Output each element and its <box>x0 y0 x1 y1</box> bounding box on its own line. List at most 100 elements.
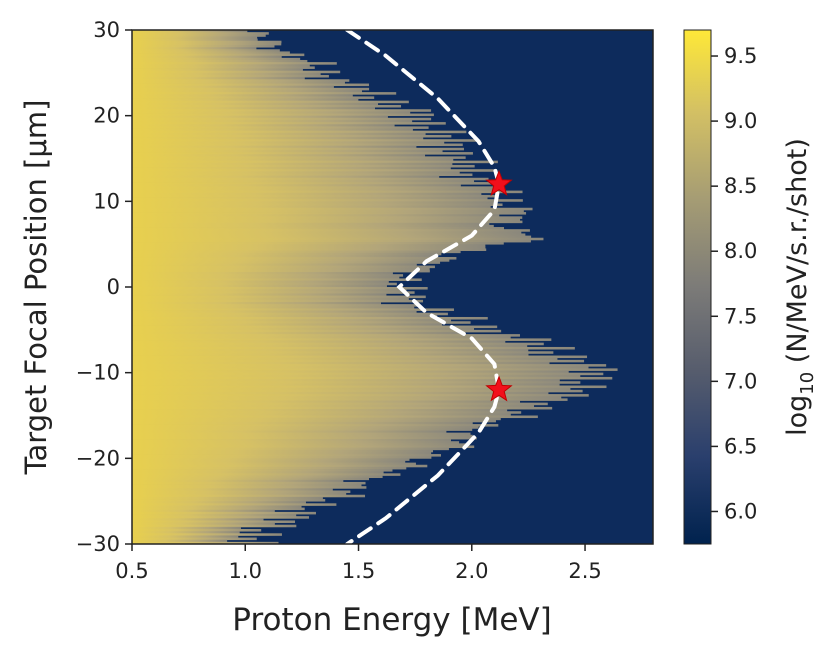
heatmap-band <box>132 220 523 224</box>
colorbar-tick-label: 9.5 <box>724 44 757 68</box>
heatmap-band <box>132 231 522 234</box>
heatmap-band <box>132 239 531 243</box>
heatmap-band <box>132 224 494 228</box>
heatmap-band <box>132 287 428 290</box>
heatmap-band <box>132 366 589 369</box>
heatmap-band <box>132 212 527 215</box>
heatmap-band <box>132 406 553 410</box>
heatmap-band <box>132 184 461 187</box>
heatmap-band <box>132 421 473 425</box>
heatmap-band <box>132 424 499 427</box>
heatmap-band <box>132 413 511 416</box>
heatmap-band <box>132 385 607 389</box>
heatmap-band <box>132 409 508 412</box>
heatmap-band <box>132 541 279 544</box>
heatmap-band <box>132 374 581 378</box>
heatmap-band <box>132 188 495 192</box>
heatmap-band <box>132 353 529 356</box>
heatmap-band <box>132 301 382 305</box>
curve-layer <box>345 30 502 544</box>
heatmap-band <box>132 295 426 299</box>
x-tick-label: 1.0 <box>229 559 262 583</box>
heatmap-band <box>132 499 326 502</box>
heatmap-band <box>132 55 282 59</box>
heatmap-band <box>132 417 501 421</box>
heatmap-band <box>132 263 417 266</box>
heatmap-band <box>132 473 401 476</box>
heatmap-band <box>132 233 526 236</box>
heatmap-band <box>132 190 523 194</box>
colorbar-tick-label: 7.0 <box>724 369 757 393</box>
x-tick-label: 2.0 <box>455 559 488 583</box>
heatmap-band <box>132 469 393 472</box>
heatmap-band <box>132 496 323 500</box>
colorbar-ticks: 6.0 6.5 7.0 7.5 8.0 8.5 9.0 9.5 <box>711 44 757 523</box>
heatmap-band <box>132 199 523 202</box>
heatmap-band <box>132 156 466 159</box>
heatmap-band <box>132 346 575 350</box>
heatmap-band <box>132 464 428 468</box>
heatmap-band <box>132 411 522 414</box>
heatmap-band <box>132 434 473 438</box>
heatmap-band <box>132 449 434 453</box>
heatmap-band <box>132 391 549 395</box>
heatmap-band <box>132 250 461 254</box>
heatmap-band <box>132 454 441 457</box>
heatmap-band <box>132 154 426 157</box>
heatmap-band <box>132 66 315 69</box>
colorbar-tick-label: 6.0 <box>724 499 757 523</box>
heatmap-band <box>132 248 487 251</box>
heatmap-band <box>132 94 353 97</box>
heatmap-band <box>132 514 297 517</box>
heatmap-band <box>132 415 538 419</box>
heatmap-band <box>132 349 529 352</box>
heatmap-band <box>132 269 430 273</box>
heatmap-band <box>132 432 471 436</box>
heatmap-band <box>132 291 415 294</box>
heatmap-band <box>132 115 388 119</box>
x-tick-label: 1.5 <box>342 559 375 583</box>
heatmap-band <box>132 74 329 78</box>
heatmap-band <box>132 419 496 423</box>
heatmap-band <box>132 312 448 316</box>
heatmap-band <box>132 42 282 46</box>
heatmap-band <box>132 387 571 391</box>
colorbar-tick-label: 8.0 <box>724 239 757 263</box>
heatmap-band <box>132 265 435 269</box>
heatmap-band <box>132 38 258 42</box>
heatmap-band <box>132 507 305 511</box>
x-axis-ticks: 0.5 1.0 1.5 2.0 2.5 <box>115 544 602 583</box>
colorbar-tick-label: 6.5 <box>724 434 757 458</box>
heatmap-band <box>132 490 351 493</box>
heatmap-band <box>132 68 303 72</box>
heatmap-band <box>132 267 430 271</box>
marker-layer <box>485 169 513 402</box>
model-curve <box>345 30 502 544</box>
heatmap-band <box>132 327 475 331</box>
heatmap-band <box>132 141 445 144</box>
heatmap-band <box>132 319 452 322</box>
heatmap-band <box>132 227 505 230</box>
y-tick-label: −10 <box>76 361 120 385</box>
heatmap-band <box>132 276 400 279</box>
heatmap-band <box>132 340 506 344</box>
colorbar-tick-label: 7.5 <box>724 304 757 328</box>
heatmap-band <box>132 304 419 307</box>
heatmap-band <box>132 278 422 281</box>
colorbar-label: log10 (N/MeV/s.r./shot) <box>782 138 818 436</box>
heatmap-band <box>132 149 443 153</box>
heatmap-band <box>132 306 415 309</box>
heatmap-band <box>132 466 407 470</box>
heatmap-band <box>132 509 275 513</box>
heatmap-band <box>132 282 397 286</box>
heatmap-band <box>132 257 457 260</box>
heatmap-band <box>132 299 424 303</box>
heatmap-band <box>132 70 341 74</box>
heatmap-band <box>132 244 486 247</box>
heatmap-band <box>132 164 475 168</box>
heatmap-band <box>132 222 490 226</box>
star-marker-peak-upper <box>485 169 513 196</box>
heatmap-band <box>132 254 436 258</box>
heatmap-band <box>132 158 454 162</box>
heatmap-band <box>132 179 475 183</box>
